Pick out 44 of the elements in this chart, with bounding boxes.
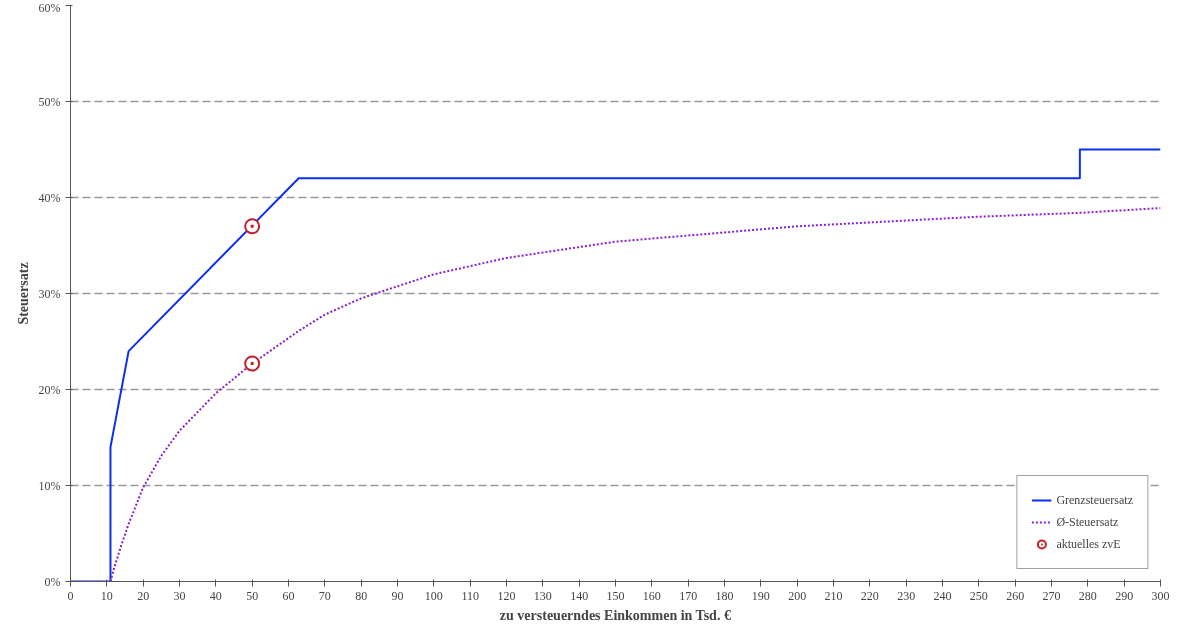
x-tick-label: 60: [282, 588, 295, 603]
x-tick-label: 300: [1151, 588, 1170, 603]
x-tick-label: 270: [1042, 588, 1061, 603]
x-tick-label: 180: [715, 588, 734, 603]
y-tick-label: 0%: [44, 574, 61, 589]
x-tick-label: 200: [788, 588, 807, 603]
legend-label: Grenzsteuersatz: [1056, 492, 1133, 508]
x-tick-label: 250: [969, 588, 988, 603]
x-tick-label: 120: [497, 588, 516, 603]
x-tick-label: 50: [246, 588, 259, 603]
x-tick-label: 190: [751, 588, 770, 603]
x-tick-label: 40: [209, 588, 222, 603]
legend-label: aktuelles zvE: [1056, 536, 1121, 552]
x-tick-label: 100: [424, 588, 443, 603]
y-axis-title: Steuersatz: [15, 262, 31, 325]
x-tick-label: 90: [391, 588, 404, 603]
x-tick-label: 30: [173, 588, 186, 603]
x-tick-label: 170: [679, 588, 698, 603]
y-tick-label: 10%: [38, 478, 61, 493]
x-tick-label: 10: [100, 588, 113, 603]
x-tick-label: 80: [355, 588, 368, 603]
line-series: [109, 207, 1161, 582]
y-tick-label: 30%: [38, 286, 61, 301]
x-tick-label: 230: [897, 588, 916, 603]
x-tick-label: 260: [1006, 588, 1025, 603]
y-tick-label: 60%: [38, 0, 61, 15]
x-tick-label: 70: [318, 588, 331, 603]
x-tick-label: 220: [860, 588, 879, 603]
x-tick-label: 150: [606, 588, 625, 603]
x-axis-title: zu versteuerndes Einkommen in Tsd. €: [499, 607, 731, 623]
x-tick-label: 290: [1115, 588, 1134, 603]
x-tick-label: 240: [933, 588, 952, 603]
x-tick-label: 160: [642, 588, 661, 603]
y-tick-label: 50%: [38, 94, 61, 109]
y-tick-label: 20%: [38, 382, 61, 397]
y-tick-label: 40%: [38, 190, 61, 205]
x-tick-label: 110: [461, 588, 479, 603]
x-tick-label: 20: [137, 588, 150, 603]
x-tick-label: 210: [824, 588, 843, 603]
legend-label: Ø-Steuersatz: [1056, 514, 1119, 530]
x-tick-label: 140: [570, 588, 589, 603]
x-tick-label: 280: [1078, 588, 1097, 603]
x-tick-label: 0: [67, 588, 74, 603]
x-tick-label: 130: [533, 588, 552, 603]
